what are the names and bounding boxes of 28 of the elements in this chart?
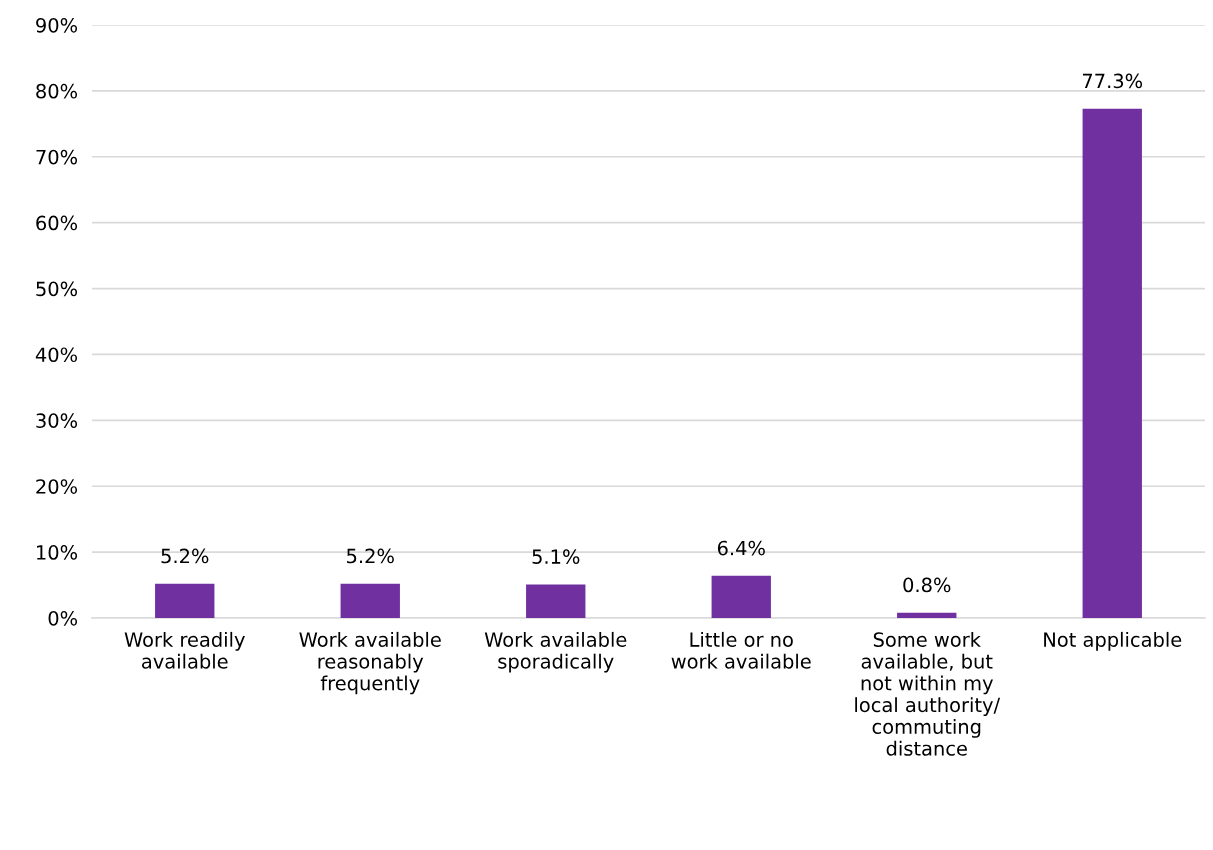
x-tick-label: Not applicable [1044, 631, 1182, 651]
x-tick-label: Work available sporadically [484, 631, 627, 673]
x-tick-label: Some work available, but not within my local authority/ commuting distance [855, 631, 1001, 756]
data-label: 6.4% [717, 540, 765, 556]
bar [155, 583, 215, 618]
y-tick-label: 60% [36, 215, 78, 231]
y-tick-label: 80% [36, 83, 78, 99]
bar [526, 584, 586, 618]
bar [897, 612, 957, 618]
data-label: 5.2% [347, 548, 394, 564]
y-tick-label: 40% [35, 347, 78, 363]
x-tick-label: Little or no work available [671, 631, 811, 669]
bar [711, 575, 771, 618]
data-label: 5.2% [161, 548, 209, 564]
bar [340, 583, 400, 618]
data-label: 5.1% [532, 549, 580, 564]
data-label: 0.8% [903, 577, 951, 593]
y-tick-label: 0% [48, 610, 78, 626]
data-label: 77.3% [1082, 73, 1143, 89]
y-tick-label: 50% [36, 281, 78, 297]
y-tick-label: 70% [36, 149, 78, 165]
y-tick-label: 30% [36, 413, 78, 428]
x-tick-label: Work available reasonably frequently [299, 631, 441, 695]
x-tick-label: Work readily available [124, 631, 245, 669]
y-tick-label: 10% [37, 545, 78, 560]
y-tick-label: 20% [36, 479, 78, 494]
bar [1082, 108, 1142, 618]
y-tick-label: 90% [36, 17, 78, 33]
